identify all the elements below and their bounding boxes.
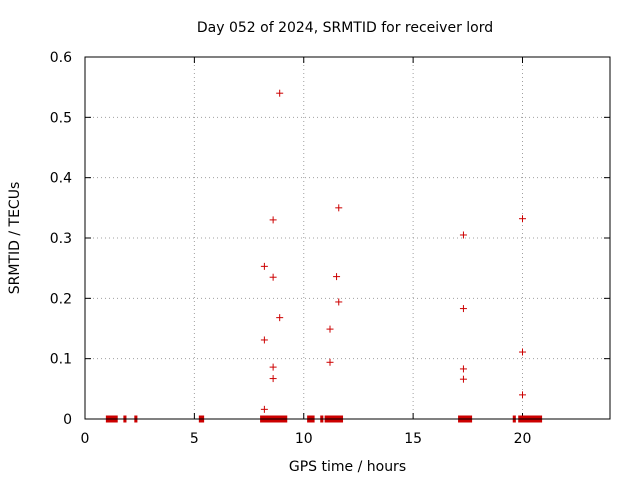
data-point <box>269 375 277 383</box>
data-point <box>326 325 334 333</box>
data-point <box>459 375 467 383</box>
y-axis-label: SRMTID / TECUs <box>7 182 23 295</box>
y-tick-label: 0.6 <box>50 50 72 66</box>
y-tick-label: 0.4 <box>50 171 72 187</box>
data-point <box>276 89 284 97</box>
x-tick-label: 15 <box>404 431 422 447</box>
data-point <box>269 363 277 371</box>
data-point <box>269 216 277 224</box>
data-points <box>105 89 543 423</box>
data-point <box>260 336 268 344</box>
plot-frame <box>84 56 611 420</box>
axis-ticks: 0 0.1 0.2 0.3 0.4 0.5 0.6 0 5 10 15 20 <box>50 50 610 447</box>
x-tick-label: 20 <box>514 431 532 447</box>
chart-title: Day 052 of 2024, SRMTID for receiver lor… <box>197 20 493 36</box>
y-tick-label: 0.1 <box>50 352 72 368</box>
grid <box>85 57 610 419</box>
y-tick-label: 0.3 <box>50 231 72 247</box>
data-point <box>333 273 341 281</box>
data-point <box>335 298 343 306</box>
data-point <box>260 262 268 270</box>
data-point <box>519 348 526 356</box>
data-point <box>326 358 334 366</box>
x-tick-label: 0 <box>81 431 90 447</box>
y-tick-label: 0 <box>63 412 72 428</box>
x-tick-label: 10 <box>295 431 313 447</box>
data-point <box>260 405 268 413</box>
y-tick-label: 0.2 <box>50 291 72 307</box>
data-point <box>519 215 526 223</box>
data-point <box>276 314 284 322</box>
data-point <box>459 365 467 373</box>
y-tick-label: 0.5 <box>50 110 72 126</box>
data-point <box>459 231 467 239</box>
data-point <box>269 273 277 281</box>
data-point <box>459 305 467 313</box>
x-axis-label: GPS time / hours <box>289 459 406 475</box>
x-tick-label: 5 <box>190 431 199 447</box>
data-point <box>519 391 526 399</box>
data-point <box>335 204 343 212</box>
